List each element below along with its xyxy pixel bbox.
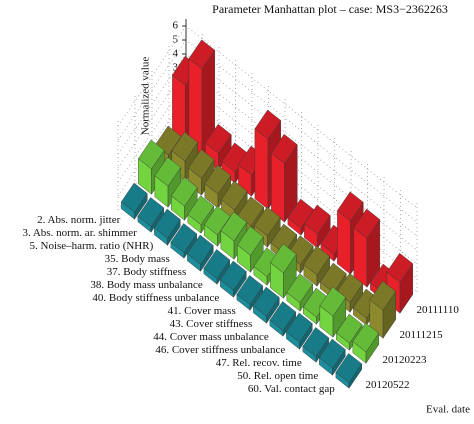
bar-top xyxy=(386,252,414,283)
bar-top xyxy=(254,109,282,140)
bar xyxy=(121,182,148,220)
bar-front xyxy=(337,210,351,275)
bar xyxy=(304,204,331,249)
bar xyxy=(237,225,264,273)
category-label: 44. Cover mass unbalance xyxy=(153,331,269,343)
bar xyxy=(271,133,298,223)
category-label: 43. Cover stiffness xyxy=(170,318,253,330)
bar-top xyxy=(203,249,231,279)
bar-top xyxy=(286,273,314,304)
z-tick-label: 3 xyxy=(173,62,179,74)
bar-top xyxy=(286,312,313,343)
x-axis-label: Eval. date xyxy=(426,404,470,416)
bar xyxy=(187,234,214,272)
bar-top xyxy=(319,286,347,317)
bar-front xyxy=(254,128,269,210)
bar xyxy=(253,286,280,324)
bar-top xyxy=(205,123,232,154)
bar xyxy=(335,353,363,389)
bar-top xyxy=(319,338,346,369)
category-label: 38. Body mass unbalance xyxy=(90,279,203,291)
bar-top xyxy=(303,245,331,276)
bar xyxy=(353,208,381,288)
bar xyxy=(188,39,216,158)
bar-top xyxy=(270,243,297,274)
bar xyxy=(171,176,198,221)
bar-top xyxy=(335,353,363,383)
category-label: 37. Body stiffness xyxy=(107,266,187,278)
bar-top xyxy=(287,198,315,229)
category-label: 2. Abs. norm. jitter xyxy=(37,214,120,226)
bar xyxy=(319,338,346,376)
z-axis-label: Normalized value xyxy=(140,57,152,136)
bar xyxy=(236,275,264,311)
category-label: 41. Cover mass xyxy=(168,305,236,317)
bar xyxy=(154,208,181,246)
bar xyxy=(352,322,380,364)
bar xyxy=(269,301,297,337)
bar xyxy=(203,249,231,285)
date-label: 20111110 xyxy=(417,304,460,316)
category-label: 60. Val. contact gap xyxy=(248,383,335,395)
bar xyxy=(302,327,330,363)
bar xyxy=(137,197,165,233)
bar-top xyxy=(352,322,380,353)
bar-top xyxy=(170,223,198,253)
category-label: 35. Body mass xyxy=(105,253,170,265)
bar-top xyxy=(353,208,381,239)
chart-title: Parameter Manhattan plot – case: MS3−236… xyxy=(212,2,448,16)
date-label: 20111215 xyxy=(400,329,444,341)
bar xyxy=(221,180,248,222)
bar-top xyxy=(269,301,297,331)
bar xyxy=(170,223,198,259)
z-tick-label: 5 xyxy=(173,34,179,46)
bar-top xyxy=(304,204,331,235)
bar-top xyxy=(236,275,264,305)
date-label: 20120522 xyxy=(366,379,410,391)
bar-top xyxy=(204,205,231,236)
bar-top xyxy=(253,286,280,317)
bar-top xyxy=(187,234,214,265)
bar-top xyxy=(171,131,199,162)
bar-top xyxy=(188,148,215,179)
bar xyxy=(303,245,331,287)
category-label: 47. Rel. recov. time xyxy=(216,357,302,369)
bar-top xyxy=(137,197,165,227)
bar-top xyxy=(221,180,248,211)
bar xyxy=(254,206,281,248)
category-label: 40. Body stiffness unbalance xyxy=(92,292,219,304)
category-label: 5. Noise–harm. ratio (NHR) xyxy=(30,240,154,252)
bar-top xyxy=(154,156,182,187)
bar-top xyxy=(204,164,232,195)
bar xyxy=(286,273,314,312)
bar-top xyxy=(237,225,264,256)
bar-top xyxy=(188,39,216,70)
bar-top xyxy=(336,313,363,344)
category-label: 46. Cover stiffness unbalance xyxy=(155,344,285,356)
bar-top xyxy=(254,206,281,237)
z-tick-label: 6 xyxy=(173,20,179,32)
bar-top xyxy=(369,280,397,311)
bar-top xyxy=(171,176,198,207)
category-label: 50. Rel. open time xyxy=(237,370,318,382)
bar xyxy=(270,243,297,299)
bar-top xyxy=(220,260,247,291)
bar-top xyxy=(320,262,347,293)
bar-top xyxy=(337,191,364,222)
bar-top xyxy=(271,133,298,164)
bar-top xyxy=(138,139,165,170)
bar-top xyxy=(121,182,148,213)
bar-top xyxy=(302,327,330,357)
bar-top xyxy=(154,208,181,239)
bar-top xyxy=(187,195,215,226)
z-tick-label: 4 xyxy=(173,48,179,60)
bar-top xyxy=(220,211,248,242)
date-label: 20120223 xyxy=(383,354,428,366)
bar xyxy=(286,312,313,350)
bar xyxy=(319,286,347,338)
bar xyxy=(220,260,247,298)
category-label: 3. Abs. norm. ar. shimmer xyxy=(22,227,137,239)
